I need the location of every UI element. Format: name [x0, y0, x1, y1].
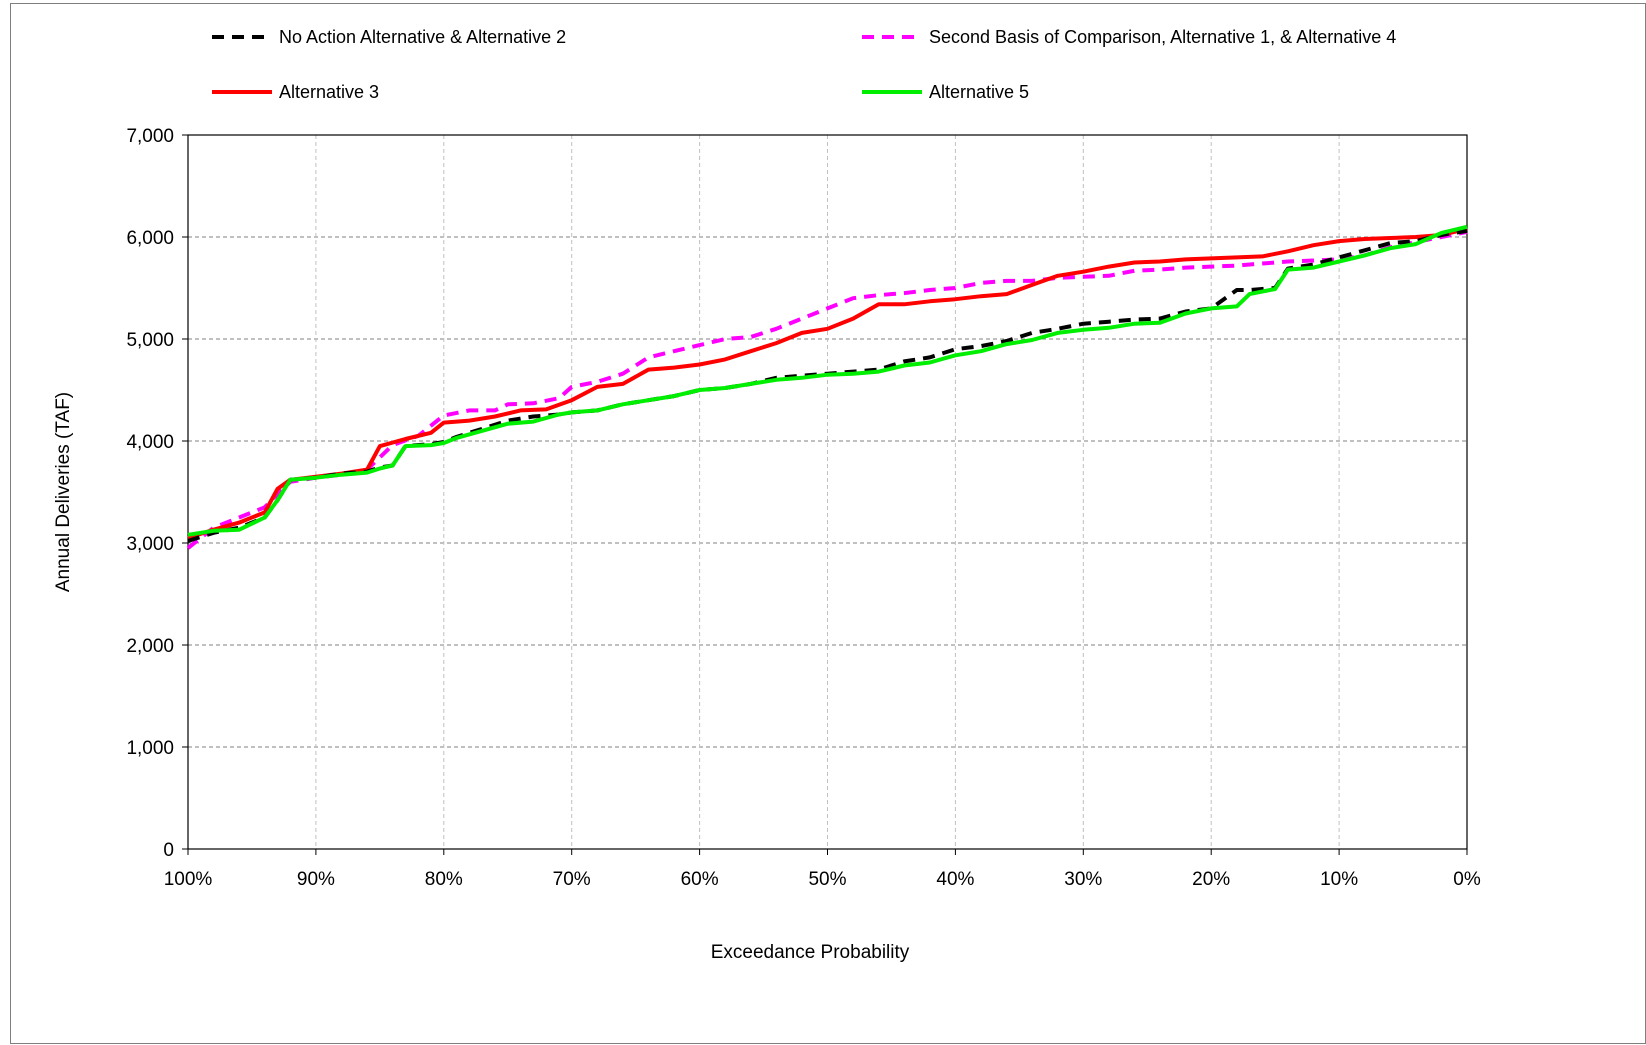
y-tick-label: 3,000 [126, 534, 174, 555]
x-tick-label: 90% [297, 869, 335, 890]
legend-label-2: Second Basis of Comparison, Alternative … [929, 27, 1396, 47]
x-tick-labels: 100% 90% 80% 70% 60% 50% 40% 30% 20% 10% 0% [164, 869, 1481, 890]
series-line-3 [187, 226, 1468, 540]
x-tick-label: 80% [425, 869, 463, 890]
y-tick-label: 6,000 [126, 228, 174, 249]
x-tick-label: 30% [1064, 869, 1102, 890]
x-tick-label: 20% [1192, 869, 1230, 890]
y-tick-labels: 0 1,000 2,000 3,000 4,000 5,000 6,000 7,000 [126, 126, 174, 861]
x-tick-label: 50% [808, 869, 846, 890]
y-tick-label: 2,000 [126, 636, 174, 657]
x-tick-label: 10% [1320, 869, 1358, 890]
axis-ticks [182, 134, 1468, 855]
x-tick-label: 70% [553, 869, 591, 890]
y-tick-label: 1,000 [126, 738, 174, 759]
legend-label-3: Alternative 3 [279, 82, 379, 102]
series-line-2 [186, 229, 1468, 550]
grid-lines [188, 135, 1467, 849]
legend: No Action Alternative & Alternative 2 Sec… [212, 27, 1396, 102]
x-axis-title: Exceedance Probability [711, 942, 910, 963]
x-tick-label: 100% [164, 869, 213, 890]
legend-label-4: Alternative 5 [929, 82, 1029, 102]
y-tick-label: 4,000 [126, 432, 174, 453]
x-tick-label: 0% [1453, 869, 1481, 890]
y-tick-label: 7,000 [126, 126, 174, 147]
y-tick-label: 0 [163, 840, 174, 861]
series-line-4 [187, 224, 1468, 537]
y-tick-label: 5,000 [126, 330, 174, 351]
x-tick-label: 40% [936, 869, 974, 890]
y-axis-title: Annual Deliveries (TAF) [53, 392, 74, 592]
x-tick-label: 60% [681, 869, 719, 890]
legend-label-1: No Action Alternative & Alternative 2 [279, 27, 566, 47]
series-lines [186, 224, 1468, 550]
series-line-1 [187, 228, 1468, 543]
